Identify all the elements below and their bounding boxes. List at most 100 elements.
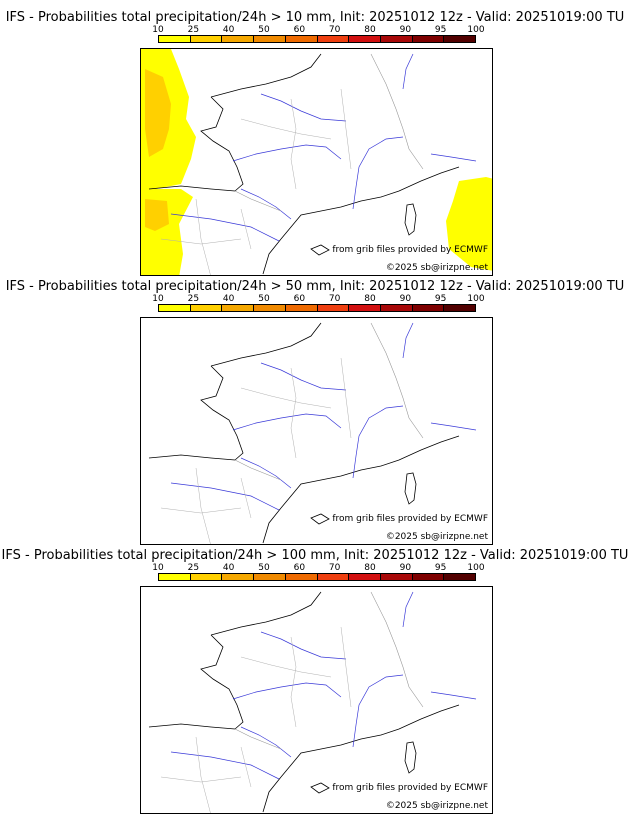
coastline-france-west <box>200 365 244 461</box>
colorbar-swatch <box>190 36 223 42</box>
colorbar-tick-label: 10 <box>152 25 164 35</box>
border-france-east <box>370 322 424 439</box>
river-rhine <box>402 591 414 628</box>
colorbar-swatch <box>349 305 381 311</box>
map-frame: from grib files provided by ECMWF ©2025 … <box>140 586 493 814</box>
colorbar-tick-label: 90 <box>399 294 412 304</box>
island-balearics <box>310 513 330 525</box>
colorbar-tick-label: 50 <box>258 25 270 35</box>
colorbar-tick-label: 95 <box>434 25 447 35</box>
colorbar-swatch <box>159 36 191 42</box>
river-rhine <box>402 322 414 359</box>
colorbar-swatch <box>349 574 381 580</box>
borders-layer <box>160 591 424 813</box>
colorbar-swatch <box>285 305 318 311</box>
border-regions-france <box>240 88 352 190</box>
island-balearics <box>310 244 330 256</box>
border-france-spain <box>234 728 282 750</box>
colorbar-swatch <box>317 305 350 311</box>
colorbar-tick-label: 100 <box>467 563 485 573</box>
precipitation-overlay <box>141 49 492 275</box>
river-rhone <box>352 136 404 210</box>
colorbar-tick-label: 25 <box>187 25 200 35</box>
colorbar-swatch <box>380 574 413 580</box>
river-seine <box>260 362 347 391</box>
river-loire <box>232 144 342 162</box>
colorbar-swatch <box>380 305 413 311</box>
colorbar-labels: 10 25 40 50 60 70 80 90 95 100 <box>152 563 484 573</box>
colorbar-tick-label: 40 <box>222 563 235 573</box>
colorbar-tick-label: 80 <box>364 563 376 573</box>
river-rhone <box>352 405 404 479</box>
colorbar-labels: 10 25 40 50 60 70 80 90 95 100 <box>152 25 484 35</box>
map-canvas <box>148 591 477 813</box>
river-ebro <box>170 751 280 780</box>
precip-area-mediterranean-east <box>446 177 492 271</box>
river-po <box>430 153 477 162</box>
river-rhone <box>352 674 404 748</box>
coastline-iberia-east <box>262 507 282 544</box>
colorbar-tick-label: 90 <box>399 25 412 35</box>
colorbar <box>158 304 476 312</box>
colorbar-tick-label: 100 <box>467 294 485 304</box>
coastline-iberia-north <box>148 723 236 730</box>
border-regions-spain <box>160 736 252 813</box>
map-frame: from grib files provided by ECMWF ©2025 … <box>140 317 493 545</box>
colorbar-swatch <box>317 36 350 42</box>
credit-grib-source: from grib files provided by ECMWF <box>332 514 488 524</box>
border-france-east <box>370 53 424 170</box>
colorbar-tick-label: 10 <box>152 563 164 573</box>
river-seine <box>260 631 347 660</box>
river-ebro <box>170 482 280 511</box>
coastline-layer <box>148 322 460 544</box>
river-garonne <box>240 188 292 220</box>
island-corsica <box>404 741 417 774</box>
colorbar-swatch <box>222 36 255 42</box>
colorbar-swatch <box>159 305 191 311</box>
rivers-layer <box>170 591 477 780</box>
colorbar <box>158 573 476 581</box>
river-garonne <box>240 457 292 489</box>
coastline-layer <box>148 591 460 813</box>
colorbar-swatch <box>190 305 223 311</box>
colorbar-swatch <box>285 574 318 580</box>
border-regions-spain <box>160 198 252 275</box>
river-po <box>430 691 477 700</box>
colorbar-swatch <box>349 36 381 42</box>
coastline-iberia-north <box>148 454 236 461</box>
map-panel-100mm: IFS - Probabilities total precipitation/… <box>0 538 630 814</box>
coastline-iberia-east <box>262 238 282 275</box>
river-po <box>430 422 477 431</box>
colorbar-swatch <box>285 36 318 42</box>
colorbar-tick-label: 25 <box>187 563 200 573</box>
colorbar-tick-label: 60 <box>293 25 306 35</box>
border-france-spain <box>234 459 282 481</box>
river-rhine <box>402 53 414 90</box>
colorbar-swatch <box>222 574 255 580</box>
colorbar-swatch <box>254 36 286 42</box>
precip-area-atlantic-west-core <box>145 69 171 157</box>
colorbar-swatch <box>317 574 350 580</box>
coastline-mediterranean-france <box>280 704 460 778</box>
river-garonne <box>240 726 292 758</box>
colorbar-swatch <box>222 305 255 311</box>
coastline-france-west <box>200 96 244 192</box>
rivers-layer <box>170 53 477 242</box>
colorbar-swatch <box>444 574 476 580</box>
border-regions-france <box>240 626 352 728</box>
border-france-spain <box>234 190 282 212</box>
colorbar-tick-label: 100 <box>467 25 485 35</box>
island-balearics <box>310 782 330 794</box>
colorbar-swatch <box>159 574 191 580</box>
colorbar-tick-label: 40 <box>222 294 235 304</box>
coastline-france-west <box>200 634 244 730</box>
map-panel-10mm: IFS - Probabilities total precipitation/… <box>0 0 630 276</box>
river-ebro <box>170 213 280 242</box>
rivers-layer <box>170 322 477 511</box>
coastline-iberia-east <box>262 776 282 813</box>
colorbar-tick-label: 70 <box>328 294 341 304</box>
credit-copyright: ©2025 sb@irizpne.net <box>385 532 488 542</box>
credit-copyright: ©2025 sb@irizpne.net <box>385 801 488 811</box>
colorbar <box>158 35 476 43</box>
coastline-channel <box>210 53 322 98</box>
